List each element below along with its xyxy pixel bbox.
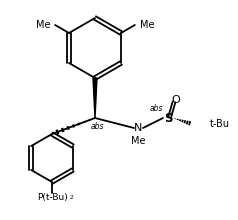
Text: t-Bu: t-Bu (210, 119, 230, 129)
Text: P(t-Bu): P(t-Bu) (37, 192, 67, 202)
Polygon shape (93, 78, 97, 118)
Text: N: N (134, 123, 142, 133)
Text: abs: abs (149, 103, 163, 112)
Text: Me: Me (140, 20, 154, 30)
Text: O: O (172, 95, 180, 105)
Text: S: S (164, 112, 172, 125)
Text: Me: Me (131, 136, 145, 146)
Text: Me: Me (36, 20, 50, 30)
Text: abs: abs (90, 121, 104, 130)
Text: $_2$: $_2$ (69, 192, 74, 202)
